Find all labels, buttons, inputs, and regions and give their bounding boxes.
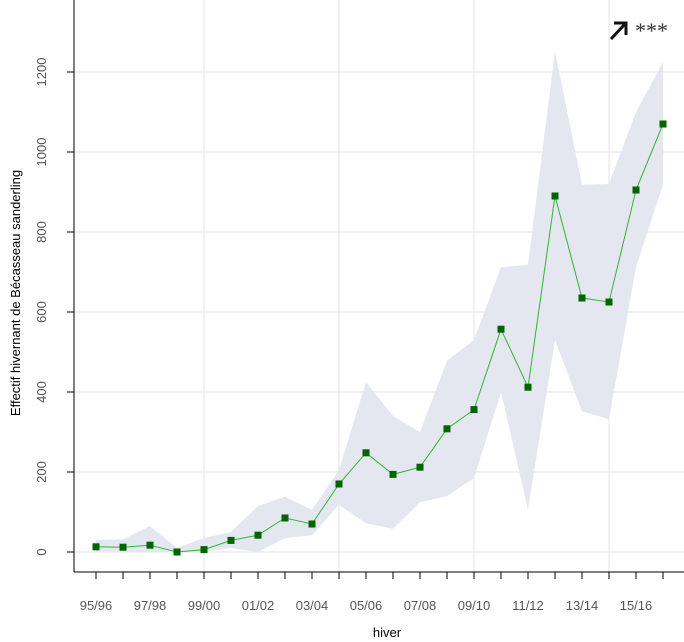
significance-stars: ***	[635, 18, 668, 43]
data-point	[173, 548, 181, 556]
x-axis-title: hiver	[373, 625, 402, 640]
x-tick-label: 13/14	[566, 598, 599, 613]
x-tick-label: 03/04	[296, 598, 329, 613]
data-point	[497, 325, 505, 333]
data-point	[92, 543, 100, 551]
data-point	[659, 120, 667, 128]
y-tick-label: 800	[34, 221, 49, 243]
trend-arrow-up-right-icon	[609, 21, 628, 41]
y-tick-label: 600	[34, 301, 49, 323]
x-tick-label: 09/10	[458, 598, 491, 613]
x-tick-label: 05/06	[350, 598, 383, 613]
x-tick-label: 07/08	[404, 598, 437, 613]
series-line-layer	[95, 123, 664, 553]
data-point	[254, 531, 262, 539]
data-point	[308, 520, 316, 528]
series-markers	[92, 120, 667, 556]
y-tick-label: 0	[34, 548, 49, 555]
y-tick-label: 1200	[34, 58, 49, 87]
data-point	[119, 543, 127, 551]
data-point	[416, 463, 424, 471]
x-tick-label: 01/02	[242, 598, 275, 613]
data-point	[632, 186, 640, 194]
trend-indicator: ***	[609, 18, 668, 43]
data-point	[389, 470, 397, 478]
x-tick-label: 99/00	[188, 598, 221, 613]
axes	[67, 0, 684, 579]
x-tick-label: 15/16	[620, 598, 653, 613]
data-point	[362, 449, 370, 457]
data-point	[551, 192, 559, 200]
data-point	[605, 298, 613, 306]
x-tick-label: 95/96	[80, 598, 113, 613]
x-tick-label: 11/12	[512, 598, 544, 613]
data-point	[578, 294, 586, 302]
data-point	[443, 425, 451, 433]
y-tick-label: 400	[34, 381, 49, 403]
data-point	[470, 406, 478, 414]
confidence-band	[96, 51, 663, 552]
data-point	[335, 480, 343, 488]
y-tick-label: 1000	[34, 138, 49, 167]
x-tick-label: 97/98	[134, 598, 167, 613]
series-line	[95, 123, 664, 553]
data-point	[524, 383, 532, 391]
y-tick-label: 200	[34, 461, 49, 483]
tick-labels: 0 200 400 600 800 1000 1200 95/96 97/98 99/00 01/0…	[34, 58, 652, 613]
data-point	[200, 546, 208, 554]
data-point	[281, 514, 289, 522]
data-point	[227, 536, 235, 544]
data-point	[146, 541, 154, 549]
confidence-band-area	[96, 51, 663, 552]
y-axis-title: Effectif hivernant de Bécasseau sanderli…	[8, 170, 23, 416]
